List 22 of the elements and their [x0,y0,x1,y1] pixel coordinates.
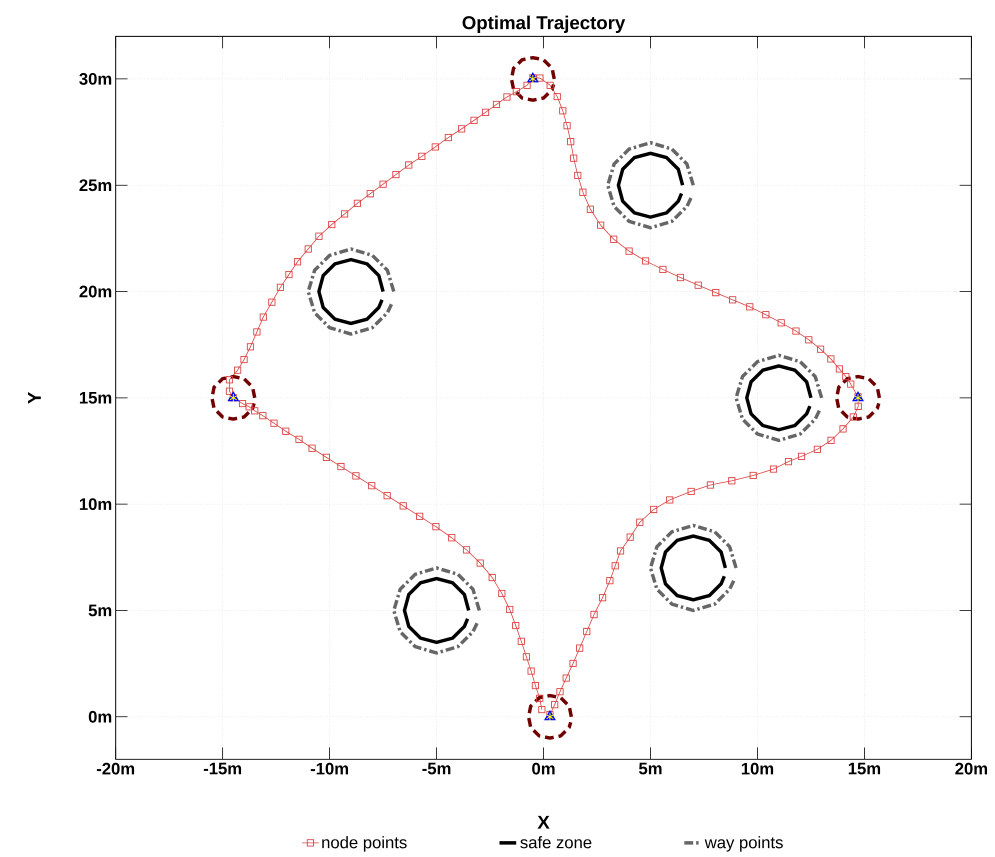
x-tick-label: -10m [310,762,348,775]
x-tick-label: 0m [532,762,555,775]
y-tick-label: 0m [88,711,112,723]
x-tick-label: -5m [422,762,450,775]
y-tick-label: 30m [79,73,112,85]
x-tick-label: 10m [742,762,774,775]
x-tick-label: 5m [638,762,662,775]
y-tick-label: 25m [79,179,112,192]
x-tick-label: 15m [848,762,880,775]
y-tick-label: 20m [79,286,112,298]
x-tick-label: -20m [96,762,134,775]
legend-label: node points [322,836,407,852]
x-tick-label: 20m [955,762,988,775]
y-tick-label: 15m [80,392,112,404]
legend-label: way points [704,836,783,852]
y-tick-label: 5m [88,604,112,616]
chart-title: Optimal Trajectory [462,16,626,34]
y-axis-title: Y [28,392,41,404]
y-tick-label: 10m [80,498,112,510]
legend-label: safe zone [520,836,592,849]
x-tick-label: -15m [204,762,242,775]
x-axis-title: X [538,816,550,829]
